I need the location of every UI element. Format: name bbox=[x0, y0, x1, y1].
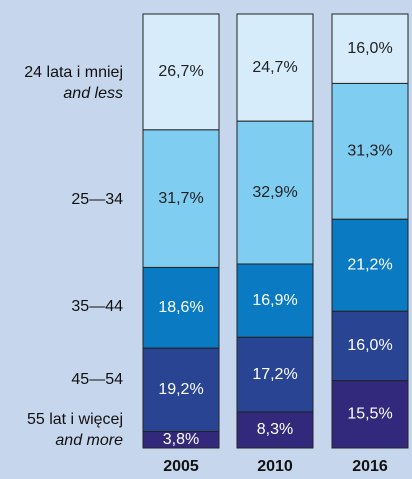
series-label-en: and less bbox=[63, 85, 123, 102]
value-label: 24,7% bbox=[252, 59, 297, 76]
series-label: 24 lata i mniej bbox=[24, 64, 123, 81]
bar-segment bbox=[142, 13, 220, 131]
bar-segment bbox=[236, 263, 314, 338]
value-label: 16,9% bbox=[252, 292, 297, 309]
bar-segment bbox=[142, 266, 220, 349]
value-label: 21,2% bbox=[347, 257, 392, 274]
value-label: 16,0% bbox=[347, 337, 392, 354]
bar-segment bbox=[331, 380, 409, 449]
value-label: 31,7% bbox=[158, 190, 203, 207]
value-label: 17,2% bbox=[252, 366, 297, 383]
bar-segment bbox=[331, 13, 409, 84]
bar-segment bbox=[142, 431, 220, 449]
bar-segment bbox=[142, 347, 220, 433]
bar-segment bbox=[331, 218, 409, 312]
value-label: 3,8% bbox=[163, 431, 199, 448]
series-label-en: and more bbox=[55, 432, 123, 449]
value-label: 32,9% bbox=[252, 184, 297, 201]
bar-segment bbox=[236, 411, 314, 449]
bar-segment bbox=[142, 129, 220, 268]
x-tick-label: 2016 bbox=[352, 458, 388, 475]
bar-segment bbox=[331, 310, 409, 382]
x-tick-label: 2005 bbox=[163, 458, 199, 475]
value-label: 19,2% bbox=[158, 381, 203, 398]
value-label: 8,3% bbox=[257, 421, 293, 438]
series-label: 45—54 bbox=[71, 371, 123, 388]
value-label: 15,5% bbox=[347, 406, 392, 423]
series-label: 35—44 bbox=[71, 298, 123, 315]
value-label: 16,0% bbox=[347, 40, 392, 57]
series-label: 25—34 bbox=[71, 191, 123, 208]
x-tick-label: 2010 bbox=[257, 458, 293, 475]
value-label: 26,7% bbox=[158, 63, 203, 80]
series-label: 55 lat i więcej bbox=[27, 411, 123, 428]
bar-segment bbox=[236, 336, 314, 413]
value-label: 31,3% bbox=[347, 143, 392, 160]
value-label: 18,6% bbox=[158, 299, 203, 316]
